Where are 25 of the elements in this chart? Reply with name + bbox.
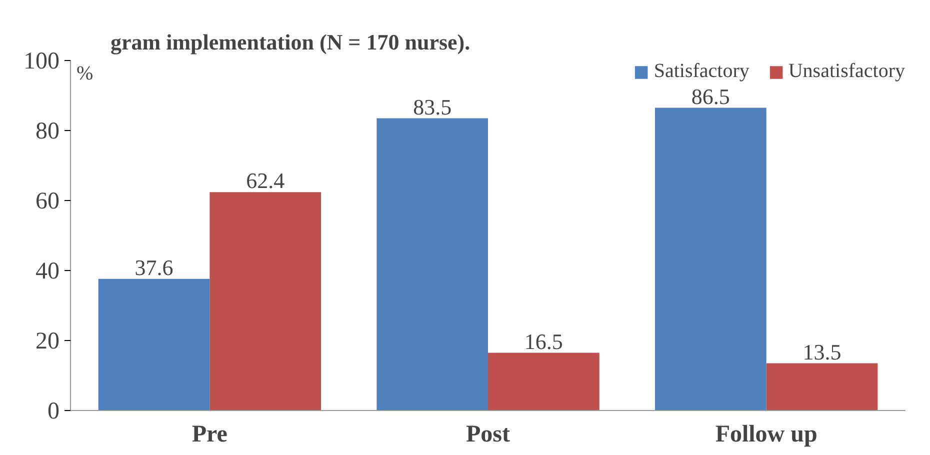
data-label: 13.5: [802, 339, 842, 364]
data-label: 83.5: [413, 94, 452, 120]
data-label: 16.5: [524, 328, 563, 354]
x-tick-label: Follow up: [715, 422, 818, 448]
bar: [488, 352, 600, 410]
chart-title: gram implementation (N = 170 nurse).: [110, 30, 470, 54]
legend-label: Satisfactory: [654, 60, 750, 83]
y-axis-title: %: [76, 62, 94, 84]
legend-label: Unsatisfactory: [788, 60, 905, 83]
y-tick-label: 60: [36, 188, 60, 214]
data-label: 86.5: [691, 84, 730, 109]
x-tick-label: Post: [466, 422, 510, 448]
data-label: 62.4: [246, 168, 285, 194]
bar: [210, 192, 321, 410]
y-tick-label: 20: [36, 328, 60, 354]
y-tick-label: 100: [24, 48, 60, 74]
bar: [376, 118, 488, 410]
y-tick-label: 0: [48, 398, 60, 424]
data-label: 37.6: [134, 254, 174, 280]
bar: [655, 108, 766, 410]
bar: [766, 363, 878, 410]
y-tick-label: 80: [36, 118, 60, 144]
bar: [98, 278, 210, 410]
x-tick-label: Pre: [192, 422, 228, 448]
y-tick-label: 40: [36, 258, 60, 284]
